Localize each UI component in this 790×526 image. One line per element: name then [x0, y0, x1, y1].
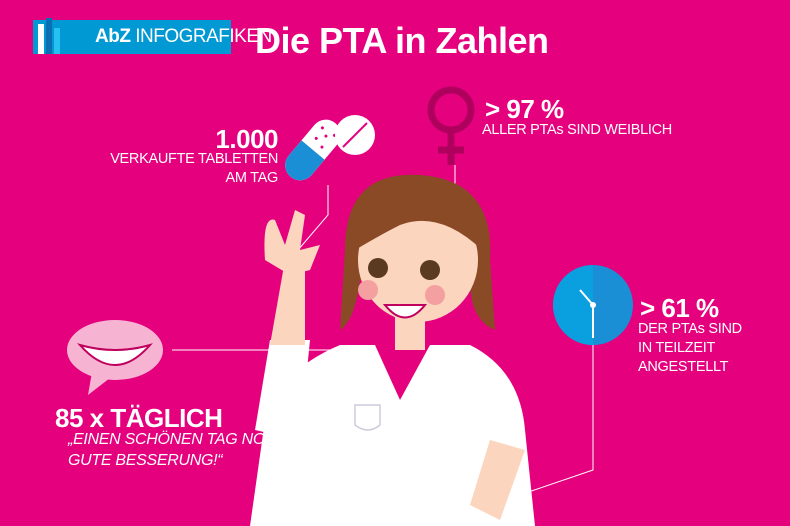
fact-tablets-text: VERKAUFTE TABLETTEN AM TAG [110, 151, 278, 186]
fact-female-value: > 97 % [485, 94, 564, 124]
logo-label: INFOGRAFIKEN [135, 26, 272, 47]
fact-greeting-value: 85 x TÄGLICH [55, 403, 223, 433]
pill-icon [285, 119, 341, 181]
page-title: Die PTA in Zahlen [255, 20, 549, 61]
tablet-icon [335, 115, 375, 155]
female-symbol-icon [427, 86, 475, 165]
fact-greeting-quote: „EINEN SCHÖNEN TAG NOCH UND GUTE BESSERU… [68, 431, 326, 469]
logo-brand: AbZ [95, 26, 131, 47]
woman-illustration [250, 174, 535, 526]
fact-tablets-value: 1.000 [215, 124, 278, 154]
smile-bubble-icon [67, 320, 163, 395]
logo-bars-icon [38, 18, 60, 54]
fact-female-text: ALLER PTAs SIND WEIBLICH [482, 122, 672, 138]
fact-parttime-value: > 61 % [640, 293, 719, 323]
clock-icon [553, 265, 633, 345]
fact-parttime-text: DER PTAs SIND IN TEILZEIT ANGESTELLT [638, 321, 742, 375]
logo: AbZ INFOGRAFIKEN [33, 18, 272, 54]
